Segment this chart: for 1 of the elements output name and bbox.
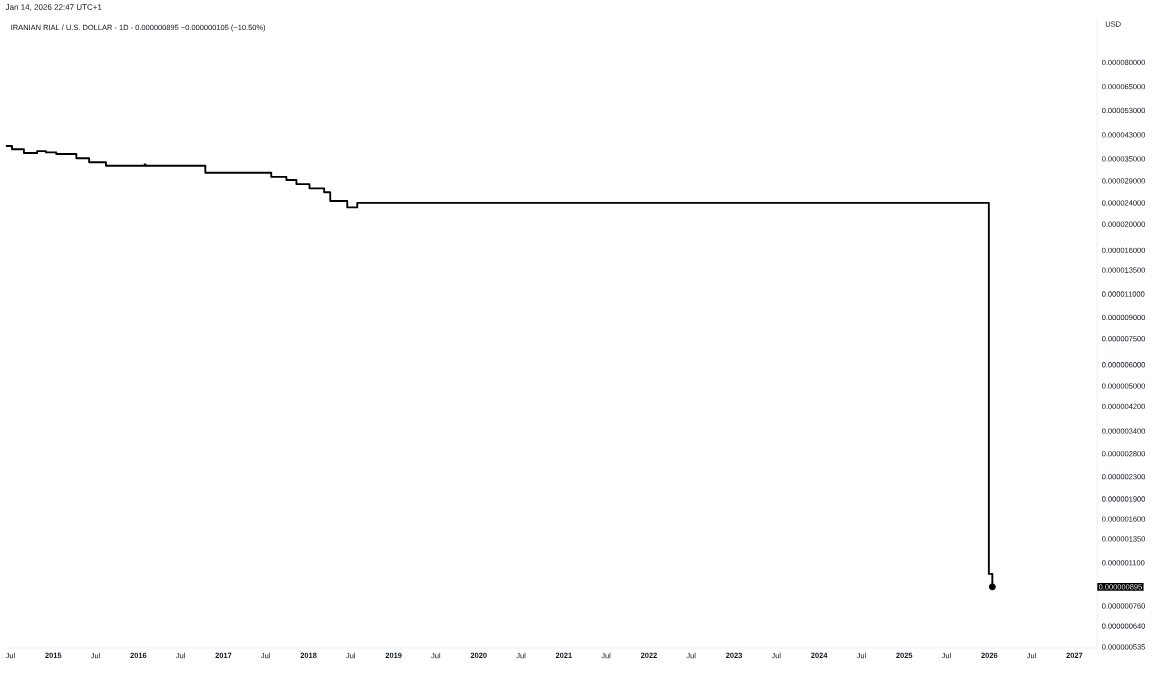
text: Jan 14, 2026 22:47 UTC+1: [5, 4, 102, 11]
